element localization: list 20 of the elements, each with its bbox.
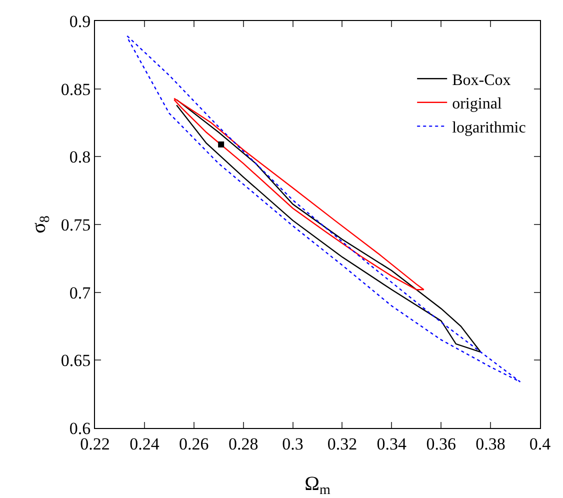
legend-label: original <box>452 96 502 113</box>
x-tick-label: 0.28 <box>228 434 258 454</box>
x-tick-label: 0.38 <box>476 434 506 454</box>
x-tick-label: 0.3 <box>282 434 304 454</box>
x-tick-label: 0.26 <box>179 434 209 454</box>
y-tick-label: 0.75 <box>60 215 91 234</box>
x-tick-label: 0.4 <box>529 434 552 454</box>
y-tick-label: 0.85 <box>60 80 91 99</box>
x-tick-label: 0.24 <box>130 434 160 454</box>
y-tick-label: 0.8 <box>69 148 91 167</box>
x-axis-title: Ω$_{m}$ <box>304 472 330 498</box>
y-tick-label: 0.7 <box>69 283 92 302</box>
y-tick-label: 0.9 <box>69 12 91 31</box>
y-tick-label: 0.65 <box>60 351 91 370</box>
x-tick-label: 0.36 <box>426 434 456 454</box>
line-series <box>174 98 424 290</box>
x-tick-label: 0.34 <box>376 434 408 454</box>
legend-label: logarithmic <box>452 119 526 136</box>
legend-label: Box-Cox <box>452 72 511 89</box>
x-tick-label: 0.32 <box>327 434 358 454</box>
